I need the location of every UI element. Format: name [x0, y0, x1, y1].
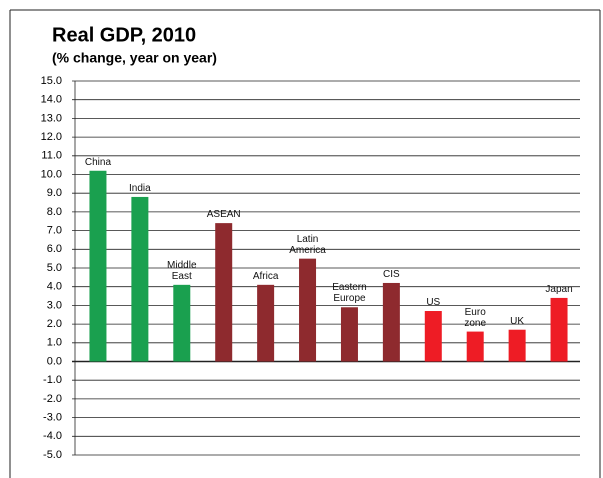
- y-tick-label: 7.0: [47, 225, 62, 237]
- bar: [340, 307, 358, 362]
- y-tick-label: 6.0: [47, 243, 62, 255]
- y-tick-label: 9.0: [47, 187, 62, 199]
- category-label: CIS: [383, 268, 400, 280]
- category-label: ASEAN: [206, 209, 241, 221]
- y-tick-label: -3.0: [43, 412, 62, 424]
- category-label: Latin America: [289, 233, 326, 256]
- bar: [299, 258, 317, 362]
- y-tick-label: -2.0: [43, 393, 62, 405]
- bar: [424, 311, 442, 362]
- y-tick-label: 1.0: [47, 337, 62, 349]
- y-tick-label: -4.0: [43, 430, 62, 442]
- bar: [382, 282, 400, 362]
- y-tick-label: 2.0: [47, 318, 62, 330]
- category-label: Middle East: [167, 259, 197, 282]
- bar: [550, 297, 568, 362]
- y-tick-label: 12.0: [41, 131, 62, 143]
- y-tick-label: 15.0: [41, 75, 62, 87]
- y-tick-label: 0.0: [47, 355, 62, 367]
- category-label: UK: [510, 315, 525, 327]
- y-tick-label: 4.0: [47, 281, 62, 293]
- bar: [257, 284, 275, 362]
- category-label: Japan: [545, 283, 573, 295]
- y-tick-label: 3.0: [47, 299, 62, 311]
- y-tick-label: 13.0: [41, 112, 62, 124]
- category-label: Eastern Europe: [332, 282, 367, 305]
- bar: [466, 331, 484, 362]
- bar: [89, 170, 107, 362]
- category-label: China: [84, 156, 112, 168]
- y-tick-label: 5.0: [47, 262, 62, 274]
- chart-title: Real GDP, 2010: [52, 24, 196, 46]
- y-tick-label: 11.0: [41, 150, 62, 162]
- y-tick-label: 8.0: [47, 206, 62, 218]
- bar: [215, 223, 233, 362]
- bar: [131, 196, 149, 362]
- category-label: Africa: [252, 270, 279, 282]
- bar: [173, 284, 191, 362]
- category-label: US: [426, 297, 441, 308]
- category-label: India: [129, 182, 151, 194]
- bar: [508, 329, 526, 362]
- y-tick-label: 14.0: [41, 94, 62, 106]
- y-tick-label: -5.0: [43, 449, 62, 461]
- y-tick-label: -1.0: [43, 374, 62, 386]
- category-label: Euro zone: [464, 306, 487, 329]
- y-tick-label: 10.0: [41, 168, 62, 180]
- chart-subtitle: (% change, year on year): [52, 50, 217, 66]
